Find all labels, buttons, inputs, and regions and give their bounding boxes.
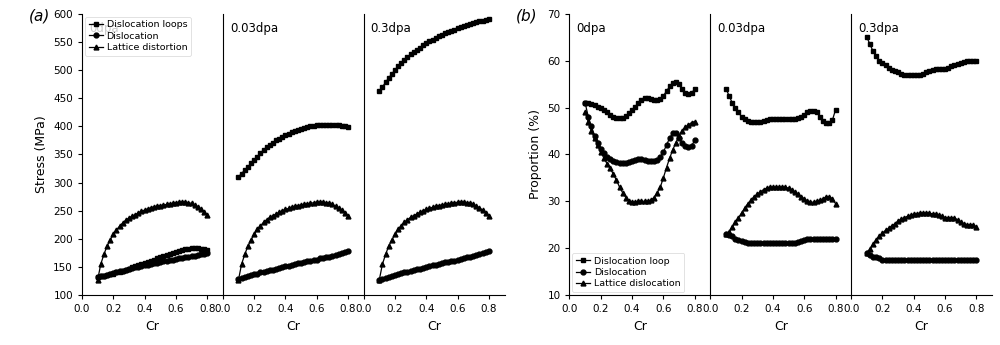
Y-axis label: Proportion (%): Proportion (%) bbox=[529, 109, 542, 199]
Text: 0.3dpa: 0.3dpa bbox=[858, 22, 899, 35]
X-axis label: Cr: Cr bbox=[774, 319, 788, 333]
Text: 0.03dpa: 0.03dpa bbox=[230, 22, 278, 35]
Text: 0dpa: 0dpa bbox=[577, 22, 606, 35]
Y-axis label: Stress (MPa): Stress (MPa) bbox=[35, 116, 48, 193]
Legend: Dislocation loop, Dislocation, Lattice dislocation: Dislocation loop, Dislocation, Lattice d… bbox=[572, 253, 684, 292]
Text: 0.03dpa: 0.03dpa bbox=[717, 22, 765, 35]
X-axis label: Cr: Cr bbox=[915, 319, 929, 333]
X-axis label: Cr: Cr bbox=[427, 319, 441, 333]
X-axis label: Cr: Cr bbox=[145, 319, 159, 333]
Text: (a): (a) bbox=[28, 8, 50, 23]
Text: 0dpa: 0dpa bbox=[89, 22, 119, 35]
Legend: Dislocation loops, Dislocation, Lattice distortion: Dislocation loops, Dislocation, Lattice … bbox=[85, 17, 191, 56]
Text: (b): (b) bbox=[516, 8, 538, 23]
X-axis label: Cr: Cr bbox=[286, 319, 300, 333]
Text: 0.3dpa: 0.3dpa bbox=[371, 22, 411, 35]
X-axis label: Cr: Cr bbox=[633, 319, 647, 333]
